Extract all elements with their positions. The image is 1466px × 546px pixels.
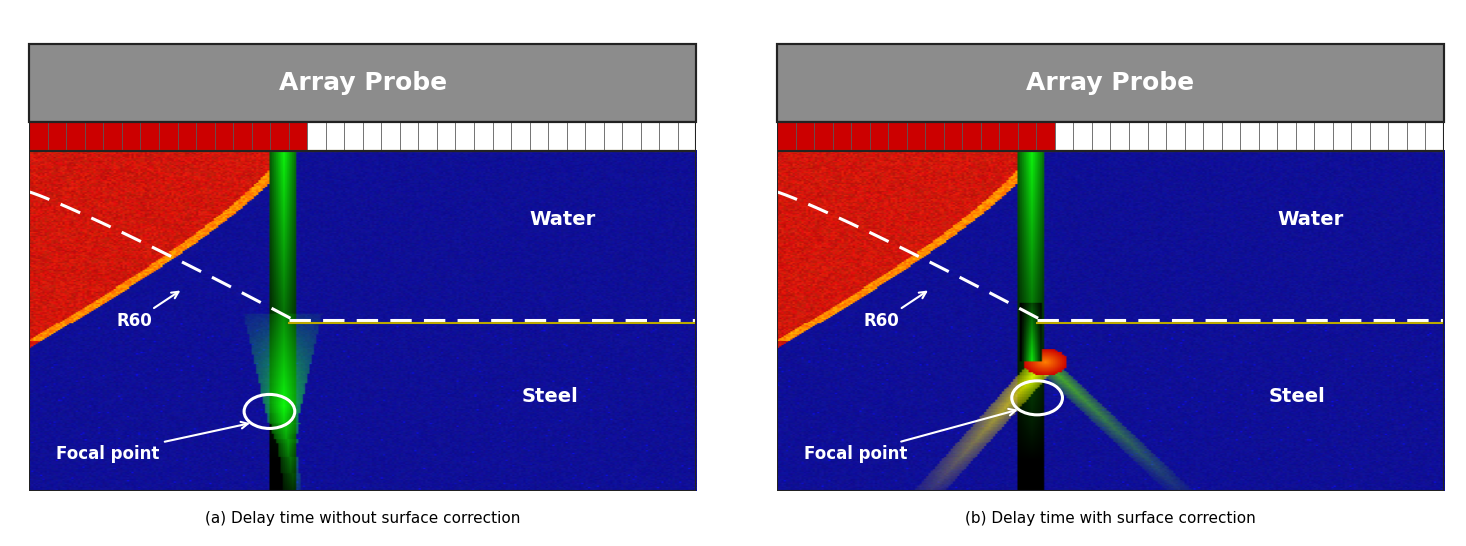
- Bar: [1056, 122, 1073, 151]
- Bar: [1221, 122, 1240, 151]
- Bar: [604, 122, 622, 151]
- Bar: [944, 122, 962, 151]
- Bar: [1352, 122, 1369, 151]
- Bar: [381, 122, 400, 151]
- Bar: [1017, 122, 1036, 151]
- Bar: [833, 122, 852, 151]
- Bar: [29, 122, 48, 151]
- Bar: [270, 122, 289, 151]
- Bar: [252, 122, 270, 151]
- Bar: [1073, 122, 1092, 151]
- Bar: [1000, 122, 1017, 151]
- Bar: [1388, 122, 1407, 151]
- Bar: [641, 122, 660, 151]
- Bar: [1259, 122, 1277, 151]
- Bar: [660, 122, 677, 151]
- Text: Array Probe: Array Probe: [1026, 71, 1195, 95]
- Bar: [677, 122, 696, 151]
- Bar: [325, 122, 345, 151]
- Bar: [196, 122, 214, 151]
- Bar: [1204, 122, 1221, 151]
- Bar: [962, 122, 981, 151]
- Bar: [1185, 122, 1204, 151]
- Text: Steel: Steel: [1270, 387, 1325, 406]
- Bar: [777, 44, 1444, 122]
- Bar: [1425, 122, 1444, 151]
- Bar: [852, 122, 869, 151]
- Bar: [777, 122, 796, 151]
- Bar: [456, 122, 474, 151]
- Bar: [814, 122, 833, 151]
- Bar: [364, 122, 381, 151]
- Bar: [177, 122, 196, 151]
- Bar: [869, 122, 888, 151]
- Bar: [1165, 122, 1185, 151]
- Bar: [1092, 122, 1111, 151]
- Bar: [777, 122, 1444, 151]
- Bar: [345, 122, 364, 151]
- Bar: [622, 122, 641, 151]
- Text: Steel: Steel: [522, 387, 578, 406]
- Bar: [308, 122, 325, 151]
- Bar: [1129, 122, 1148, 151]
- Bar: [418, 122, 437, 151]
- Bar: [981, 122, 1000, 151]
- Bar: [512, 122, 529, 151]
- Bar: [1315, 122, 1333, 151]
- Bar: [1296, 122, 1315, 151]
- Bar: [48, 122, 66, 151]
- Text: R60: R60: [863, 292, 927, 330]
- Bar: [567, 122, 585, 151]
- Bar: [906, 122, 925, 151]
- Bar: [1277, 122, 1296, 151]
- Bar: [796, 122, 814, 151]
- Bar: [122, 122, 141, 151]
- Bar: [1111, 122, 1129, 151]
- Bar: [29, 151, 696, 491]
- Bar: [85, 122, 104, 151]
- Bar: [400, 122, 418, 151]
- Bar: [1407, 122, 1425, 151]
- Text: Focal point: Focal point: [803, 409, 1016, 463]
- Text: Water: Water: [529, 210, 597, 229]
- Bar: [1240, 122, 1259, 151]
- Bar: [29, 44, 696, 122]
- Text: Water: Water: [1277, 210, 1344, 229]
- Bar: [1333, 122, 1352, 151]
- Bar: [214, 122, 233, 151]
- Bar: [585, 122, 604, 151]
- Bar: [66, 122, 85, 151]
- Bar: [1036, 122, 1056, 151]
- Bar: [289, 122, 308, 151]
- Text: R60: R60: [116, 292, 179, 330]
- Text: Array Probe: Array Probe: [279, 71, 447, 95]
- Text: (b) Delay time with surface correction: (b) Delay time with surface correction: [965, 511, 1256, 526]
- Bar: [548, 122, 567, 151]
- Bar: [1148, 122, 1165, 151]
- Bar: [437, 122, 456, 151]
- Bar: [529, 122, 548, 151]
- Text: Focal point: Focal point: [56, 422, 248, 463]
- Bar: [888, 122, 906, 151]
- Bar: [158, 122, 177, 151]
- Bar: [474, 122, 493, 151]
- Bar: [104, 122, 122, 151]
- Bar: [29, 44, 696, 122]
- Bar: [777, 151, 1444, 491]
- Bar: [141, 122, 158, 151]
- Bar: [1369, 122, 1388, 151]
- Bar: [29, 122, 696, 151]
- Bar: [777, 44, 1444, 122]
- Bar: [233, 122, 252, 151]
- Text: (a) Delay time without surface correction: (a) Delay time without surface correctio…: [205, 511, 520, 526]
- Bar: [493, 122, 512, 151]
- Bar: [925, 122, 944, 151]
